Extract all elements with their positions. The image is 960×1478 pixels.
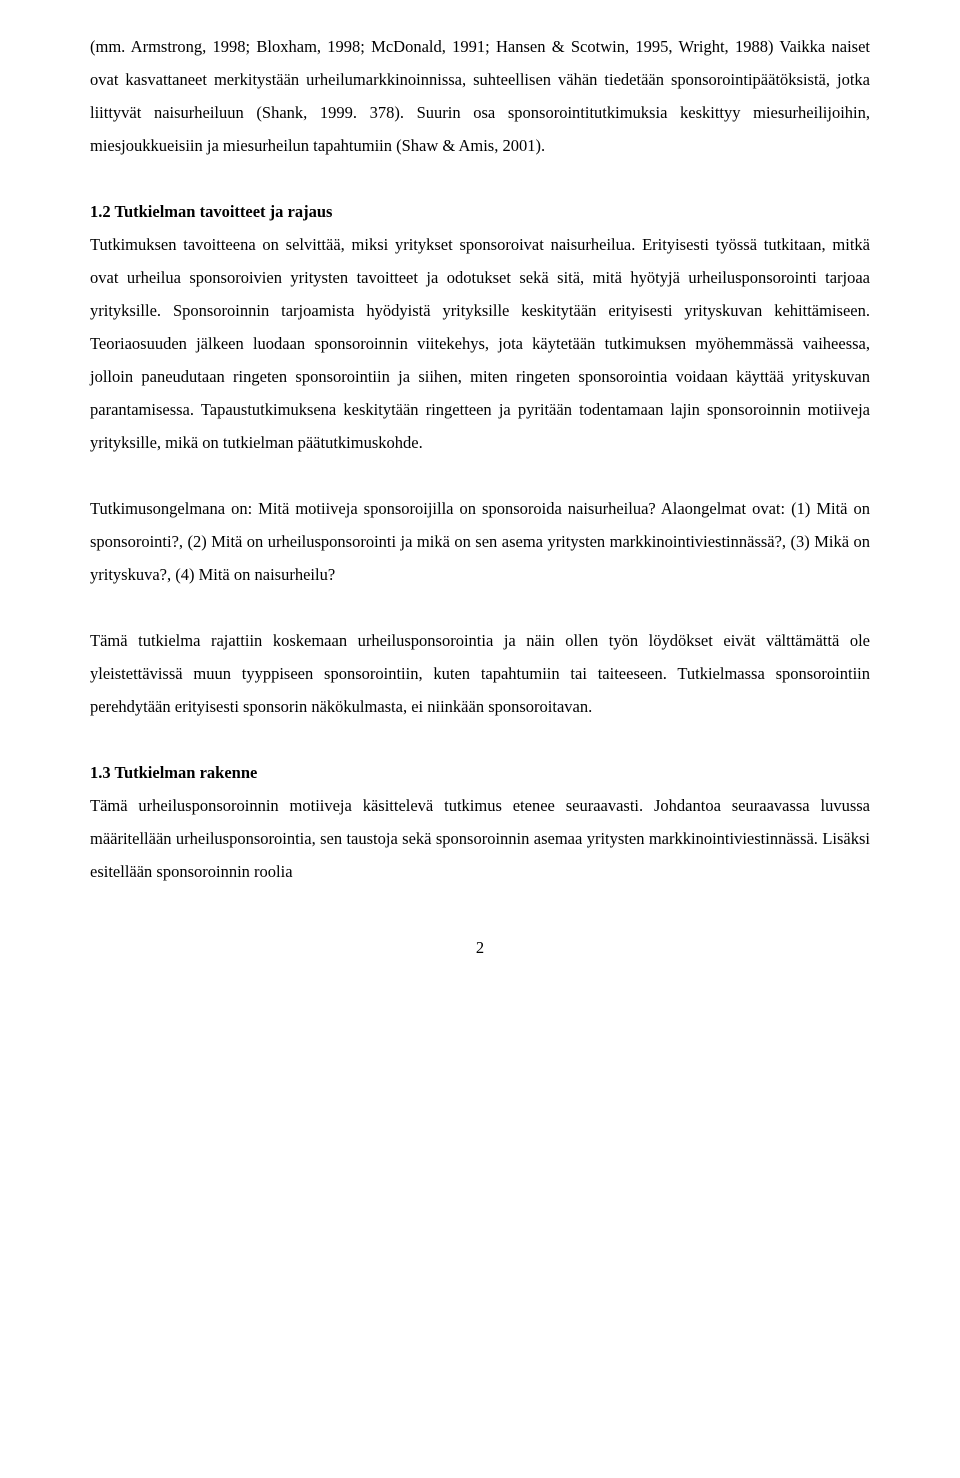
section-1-3-title: 1.3 Tutkielman rakenne	[90, 763, 257, 782]
page-number: 2	[90, 938, 870, 958]
paragraph-gap	[90, 162, 870, 195]
section-1-2: 1.2 Tutkielman tavoitteet ja rajaus Tutk…	[90, 195, 870, 459]
section-1-3: 1.3 Tutkielman rakenne Tämä urheiluspons…	[90, 756, 870, 888]
paragraph-3: Tutkimusongelmana on: Mitä motiiveja spo…	[90, 492, 870, 591]
paragraph-4: Tämä tutkielma rajattiin koskemaan urhei…	[90, 624, 870, 723]
section-1-2-title: 1.2 Tutkielman tavoitteet ja rajaus	[90, 202, 332, 221]
paragraph-gap	[90, 459, 870, 492]
paragraph-5: Tämä urheilusponsoroinnin motiiveja käsi…	[90, 789, 870, 888]
paragraph-1: (mm. Armstrong, 1998; Bloxham, 1998; McD…	[90, 30, 870, 162]
paragraph-gap	[90, 591, 870, 624]
paragraph-gap	[90, 723, 870, 756]
paragraph-2: Tutkimuksen tavoitteena on selvittää, mi…	[90, 228, 870, 459]
